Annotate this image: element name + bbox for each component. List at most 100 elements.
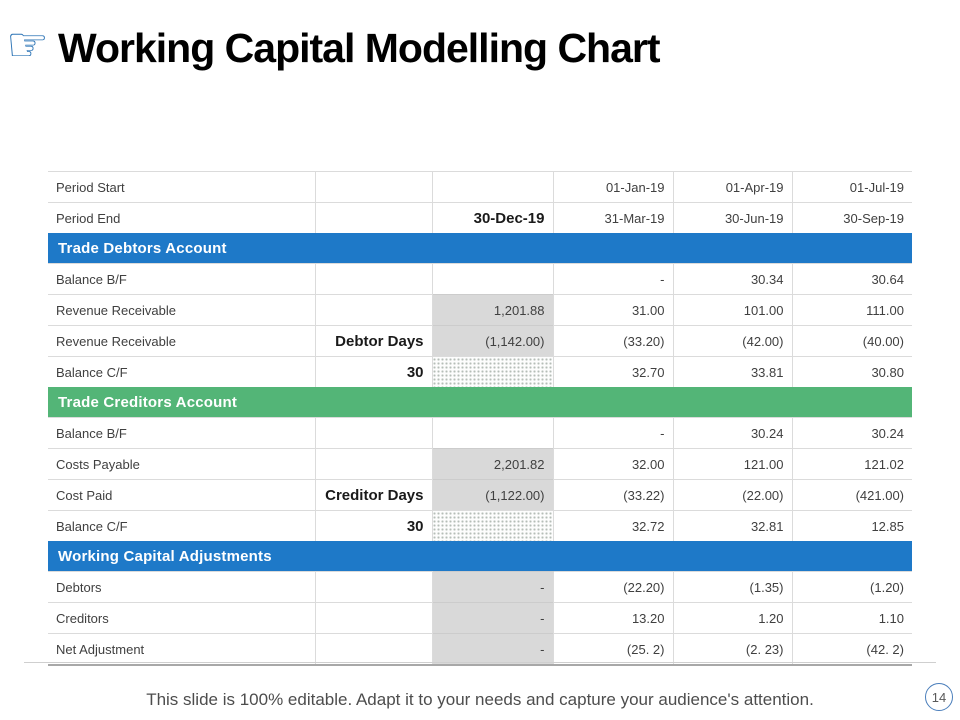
table-row: Costs Payable 2,201.82 32.00 121.00 121.02 (48, 448, 912, 480)
value-cell: 12.85 (791, 510, 912, 541)
page-number: 14 (931, 689, 947, 705)
value-cell: (1,122.00) (431, 479, 553, 511)
value-cell: 30.80 (791, 356, 912, 387)
value-cell: 31-Mar-19 (552, 202, 673, 233)
table-row: Period Start 01-Jan-19 01-Apr-19 01-Jul-19 (48, 171, 912, 203)
value-cell: 121.02 (791, 448, 912, 480)
value-cell: 1,201.88 (431, 294, 553, 326)
value-cell (431, 356, 553, 387)
value-cell: 121.00 (672, 448, 792, 480)
value-cell: (25. 2) (552, 633, 673, 666)
value-cell: 30.64 (791, 263, 912, 295)
row-label: Creditors (48, 602, 315, 634)
row-label: Debtors (48, 571, 315, 603)
row-label: Period Start (48, 171, 315, 203)
key-cell: Creditor Days (314, 479, 432, 511)
key-cell (314, 263, 432, 295)
section-row: Trade Creditors Account (48, 387, 912, 418)
value-cell: 111.00 (791, 294, 912, 326)
key-cell (314, 417, 432, 449)
value-cell: 32.81 (672, 510, 792, 541)
value-cell: 30-Jun-19 (672, 202, 792, 233)
section-header: Working Capital Adjustments (48, 541, 912, 572)
value-cell: 30.34 (672, 263, 792, 295)
value-cell: 32.00 (552, 448, 673, 480)
value-cell: 33.81 (672, 356, 792, 387)
value-cell: 1.20 (672, 602, 792, 634)
value-cell: 13.20 (552, 602, 673, 634)
key-cell: 30 (314, 510, 432, 541)
value-cell: (1.20) (791, 571, 912, 603)
row-label: Net Adjustment (48, 633, 315, 666)
section-row: Working Capital Adjustments (48, 541, 912, 572)
value-cell: 32.72 (552, 510, 673, 541)
value-cell: (42. 2) (791, 633, 912, 666)
key-cell (314, 202, 432, 233)
row-label: Balance B/F (48, 263, 315, 295)
page-title: Working Capital Modelling Chart (58, 24, 660, 71)
key-cell (314, 571, 432, 603)
value-cell: 32.70 (552, 356, 673, 387)
key-cell (314, 633, 432, 666)
value-cell (431, 510, 553, 541)
value-cell: 30-Dec-19 (431, 202, 553, 233)
value-cell: - (431, 602, 553, 634)
value-cell: (421.00) (791, 479, 912, 511)
value-cell: 01-Jul-19 (791, 171, 912, 203)
row-label: Balance B/F (48, 417, 315, 449)
value-cell: (2. 23) (672, 633, 792, 666)
table-row: Debtors - (22.20) (1.35) (1.20) (48, 571, 912, 603)
value-cell: 31.00 (552, 294, 673, 326)
section-header: Trade Creditors Account (48, 387, 912, 418)
value-cell: - (431, 571, 553, 603)
slide-header: ☞ Working Capital Modelling Chart (6, 19, 661, 72)
table-row: Creditors -13.20 1.20 1.10 (48, 602, 912, 634)
value-cell: (33.22) (552, 479, 673, 511)
value-cell: 2,201.82 (431, 448, 553, 480)
key-cell (314, 448, 432, 480)
value-cell: 01-Jan-19 (552, 171, 673, 203)
row-label: Cost Paid (48, 479, 315, 511)
value-cell: (22.00) (672, 479, 792, 511)
value-cell: 30-Sep-19 (791, 202, 912, 233)
value-cell: (1.35) (672, 571, 792, 603)
pointing-hand-icon: ☞ (6, 19, 50, 72)
row-label: Period End (48, 202, 315, 233)
key-cell (314, 602, 432, 634)
value-cell: - (552, 417, 673, 449)
footer-divider (24, 662, 936, 663)
table-row: Balance C/F 30 32.72 32.81 12.85 (48, 510, 912, 541)
row-label: Balance C/F (48, 510, 315, 541)
section-row: Trade Debtors Account (48, 233, 912, 264)
value-cell: (33.20) (552, 325, 673, 357)
value-cell (431, 263, 553, 295)
table-row: Period End 30-Dec-19 31-Mar-19 30-Jun-19 30-… (48, 202, 912, 233)
page-number-badge: 14 (925, 683, 953, 711)
table-row: Revenue Receivable 1,201.88 31.00 101.00 111… (48, 294, 912, 326)
table-row: Cost Paid Creditor Days (1,122.00) (33.22)(… (48, 479, 912, 511)
value-cell: 30.24 (791, 417, 912, 449)
value-cell: 30.24 (672, 417, 792, 449)
section-header: Trade Debtors Account (48, 233, 912, 264)
key-cell (314, 171, 432, 203)
table-row: Revenue Receivable Debtor Days (1,142.00)(… (48, 325, 912, 357)
value-cell: 101.00 (672, 294, 792, 326)
footer-note: This slide is 100% editable. Adapt it to… (146, 690, 814, 709)
table-row: Balance B/F -30.24 30.24 (48, 417, 912, 449)
value-cell: (1,142.00) (431, 325, 553, 357)
table-body: Period Start 01-Jan-19 01-Apr-19 01-Jul-19 P… (48, 171, 912, 666)
row-label: Balance C/F (48, 356, 315, 387)
working-capital-table: Period Start 01-Jan-19 01-Apr-19 01-Jul-19 P… (48, 171, 912, 666)
value-cell: - (431, 633, 553, 666)
table-row: Balance C/F 30 32.70 33.81 30.80 (48, 356, 912, 387)
key-cell: 30 (314, 356, 432, 387)
table-row: Balance B/F -30.34 30.64 (48, 263, 912, 295)
value-cell: 1.10 (791, 602, 912, 634)
value-cell (431, 171, 553, 203)
value-cell: (22.20) (552, 571, 673, 603)
row-label: Revenue Receivable (48, 294, 315, 326)
value-cell: (40.00) (791, 325, 912, 357)
key-cell: Debtor Days (314, 325, 432, 357)
key-cell (314, 294, 432, 326)
